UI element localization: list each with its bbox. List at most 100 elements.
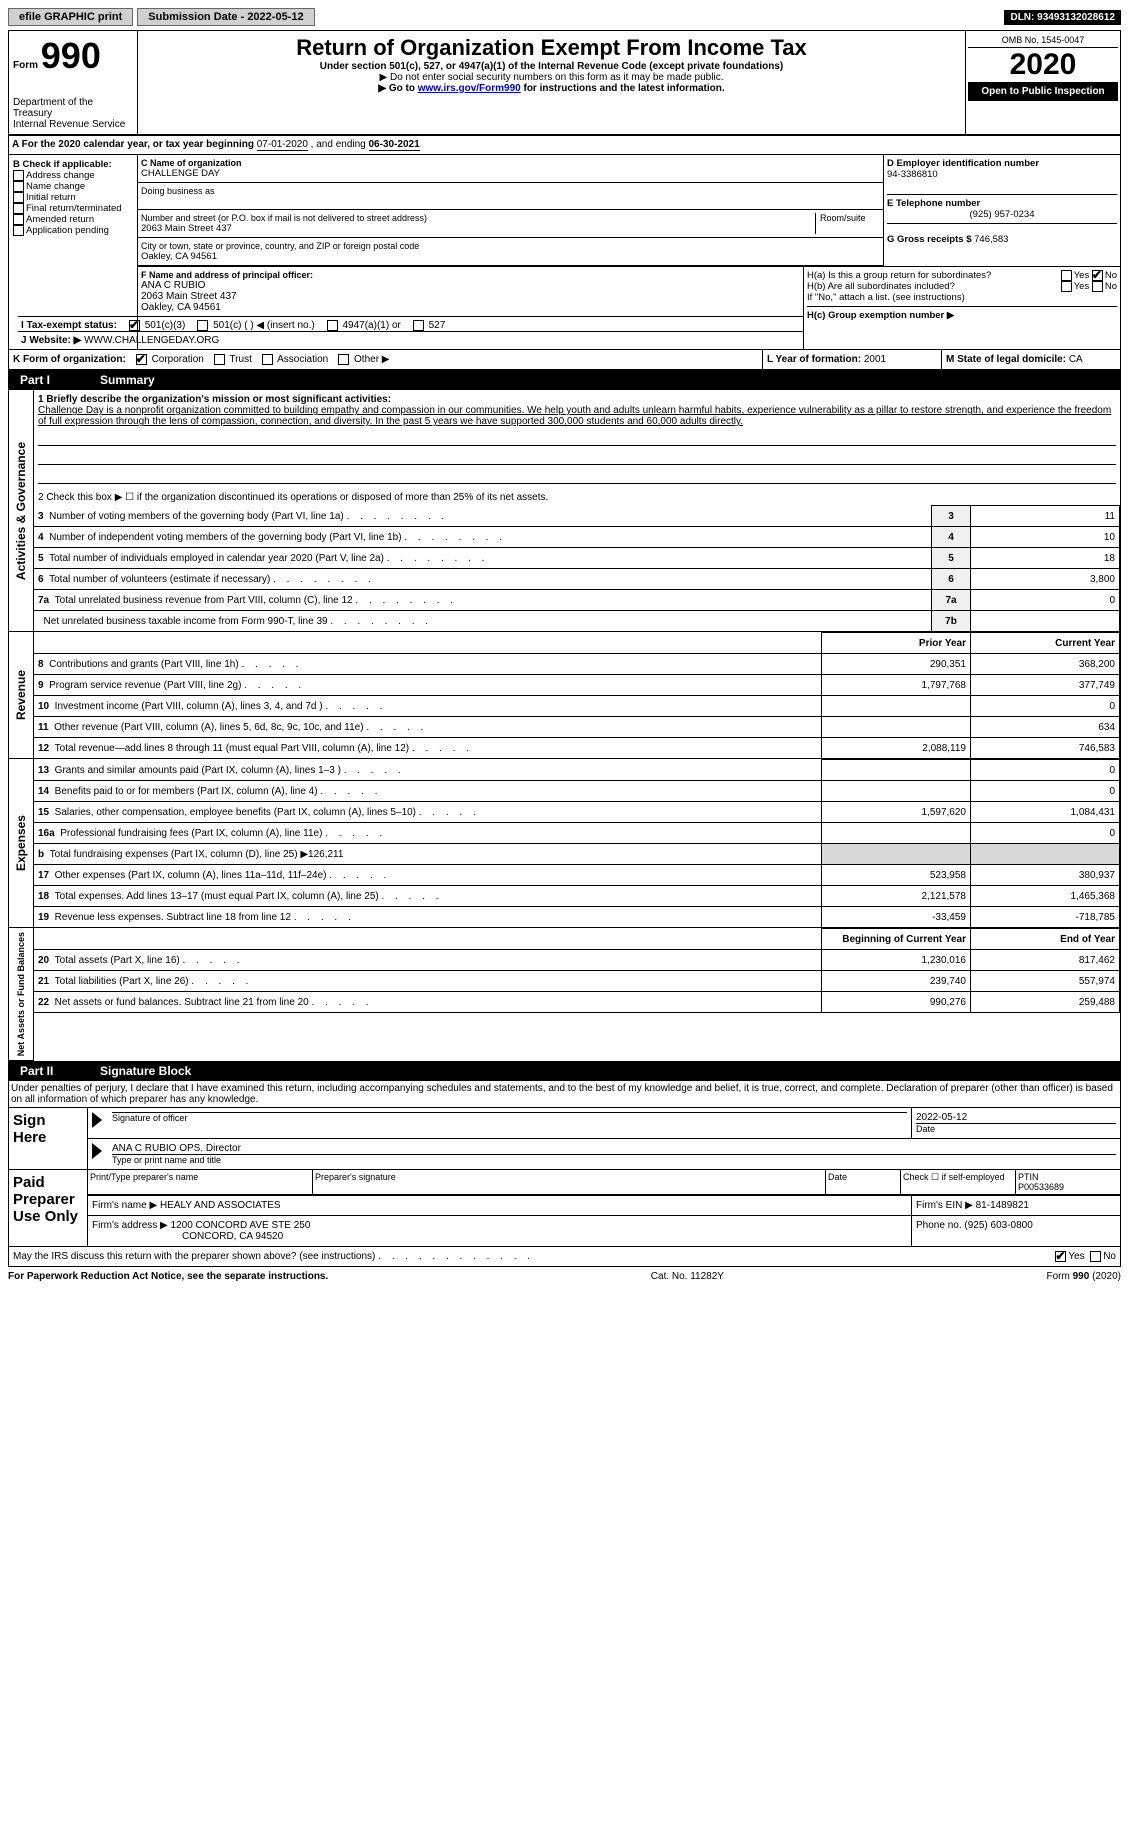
table-row: 4 Number of independent voting members o… — [34, 527, 1120, 548]
part-1-header: Part I Summary — [8, 370, 1121, 390]
website-label: J Website: ▶ — [21, 335, 81, 346]
topbar: efile GRAPHIC print Submission Date - 20… — [8, 8, 1121, 26]
chk-address-change[interactable] — [13, 170, 24, 181]
ptin-value: P00533689 — [1018, 1182, 1118, 1192]
chk-initial-return[interactable] — [13, 192, 24, 203]
chk-corp[interactable] — [136, 354, 147, 365]
table-row: Net unrelated business taxable income fr… — [34, 611, 1120, 632]
sig-arrow-icon-2 — [92, 1143, 102, 1159]
chk-discuss-yes[interactable] — [1055, 1251, 1066, 1262]
table-row: 16a Professional fundraising fees (Part … — [34, 823, 1120, 844]
chk-4947[interactable] — [327, 320, 338, 331]
chk-hb-no[interactable] — [1092, 281, 1103, 292]
phone-value: (925) 957-0234 — [887, 209, 1117, 220]
governance-table: 3 Number of voting members of the govern… — [34, 505, 1120, 632]
k-label: K Form of organization: — [13, 354, 126, 365]
prep-sig-label: Preparer's signature — [313, 1170, 826, 1195]
table-row: 8 Contributions and grants (Part VIII, l… — [34, 654, 1120, 675]
chk-other[interactable] — [338, 354, 349, 365]
addr-label: Number and street (or P.O. box if mail i… — [141, 213, 815, 223]
table-row: 18 Total expenses. Add lines 13–17 (must… — [34, 886, 1120, 907]
table-row: 13 Grants and similar amounts paid (Part… — [34, 760, 1120, 781]
part-2-label: Part II — [8, 1061, 92, 1081]
chk-app-pending[interactable] — [13, 225, 24, 236]
website-value: WWW.CHALLENGEDAY.ORG — [84, 335, 219, 346]
efile-button[interactable]: efile GRAPHIC print — [8, 8, 133, 26]
submission-date-label: Submission Date - 2022-05-12 — [137, 8, 314, 26]
page-footer: For Paperwork Reduction Act Notice, see … — [8, 1267, 1121, 1282]
row-a-pre: A For the 2020 calendar year, or tax yea… — [12, 139, 257, 150]
paid-preparer-label: Paid Preparer Use Only — [13, 1174, 83, 1225]
city-label: City or town, state or province, country… — [141, 241, 880, 251]
firm-phone-value: (925) 603-0800 — [964, 1220, 1032, 1231]
chk-501c3[interactable] — [129, 320, 140, 331]
form-header: Form 990 Department of the Treasury Inte… — [8, 30, 1121, 135]
vlabel-governance: Activities & Governance — [12, 438, 30, 584]
city-state-zip: Oakley, CA 94561 — [141, 251, 880, 262]
discuss-row: May the IRS discuss this return with the… — [8, 1247, 1121, 1267]
sig-arrow-icon — [92, 1112, 102, 1128]
expenses-table: 13 Grants and similar amounts paid (Part… — [34, 759, 1120, 928]
row-a-tax-year: A For the 2020 calendar year, or tax yea… — [8, 135, 1121, 154]
opt-assoc: Association — [277, 354, 328, 365]
discuss-label: May the IRS discuss this return with the… — [13, 1251, 375, 1262]
chk-amended[interactable] — [13, 214, 24, 225]
chk-name-change[interactable] — [13, 181, 24, 192]
vlabel-expenses: Expenses — [12, 811, 30, 875]
form990-link[interactable]: www.irs.gov/Form990 — [418, 83, 521, 94]
officer-label: F Name and address of principal officer: — [141, 270, 800, 280]
sign-here-label: Sign Here — [13, 1112, 83, 1146]
mission-text: Challenge Day is a nonprofit organizatio… — [38, 405, 1116, 427]
firm-phone-label: Phone no. — [916, 1220, 962, 1231]
prep-date-label: Date — [826, 1170, 901, 1195]
chk-527[interactable] — [413, 320, 424, 331]
hdr-end-year: End of Year — [971, 929, 1120, 950]
row-klm: K Form of organization: Corporation Trus… — [8, 349, 1121, 370]
officer-addr1: 2063 Main Street 437 — [141, 291, 800, 302]
prep-name-label: Print/Type preparer's name — [88, 1170, 313, 1195]
opt-app-pending: Application pending — [26, 225, 109, 236]
tax-year: 2020 — [968, 48, 1118, 82]
firm-name-value: HEALY AND ASSOCIATES — [160, 1200, 281, 1211]
cat-number: Cat. No. 11282Y — [651, 1271, 724, 1282]
firm-ein-value: 81-1489821 — [976, 1200, 1029, 1211]
table-row: 21 Total liabilities (Part X, line 26) .… — [34, 971, 1120, 992]
phone-label: E Telephone number — [887, 198, 1117, 209]
form-number: 990 — [41, 35, 101, 76]
part-1-label: Part I — [8, 370, 92, 390]
hdr-begin-year: Beginning of Current Year — [822, 929, 971, 950]
chk-ha-no[interactable] — [1092, 270, 1103, 281]
firm-name-label: Firm's name ▶ — [92, 1200, 157, 1211]
chk-ha-yes[interactable] — [1061, 270, 1072, 281]
chk-hb-yes[interactable] — [1061, 281, 1072, 292]
hb-no: No — [1105, 281, 1117, 292]
street-address: 2063 Main Street 437 — [141, 223, 815, 234]
ein-value: 94-3386810 — [887, 169, 1117, 180]
table-row: 19 Revenue less expenses. Subtract line … — [34, 907, 1120, 928]
chk-assoc[interactable] — [262, 354, 273, 365]
table-row: 22 Net assets or fund balances. Subtract… — [34, 992, 1120, 1013]
vlabel-net-assets: Net Assets or Fund Balances — [14, 928, 28, 1060]
ha-no: No — [1105, 270, 1117, 281]
l-label: L Year of formation: — [767, 354, 861, 365]
ptin-label: PTIN — [1018, 1172, 1118, 1182]
opt-address-change: Address change — [26, 170, 95, 181]
self-employed-label: Check ☐ if self-employed — [901, 1170, 1016, 1195]
chk-discuss-no[interactable] — [1090, 1251, 1101, 1262]
chk-trust[interactable] — [214, 354, 225, 365]
gross-receipts-label: G Gross receipts $ — [887, 234, 971, 245]
opt-initial-return: Initial return — [26, 192, 76, 203]
opt-501c: 501(c) ( ) ◀ (insert no.) — [213, 320, 315, 331]
part-1-title: Summary — [92, 370, 163, 390]
table-row: 14 Benefits paid to or for members (Part… — [34, 781, 1120, 802]
chk-final-return[interactable] — [13, 203, 24, 214]
form-title: Return of Organization Exempt From Incom… — [142, 35, 961, 61]
ha-yes: Yes — [1074, 270, 1090, 281]
chk-501c[interactable] — [197, 320, 208, 331]
box-b-title: B Check if applicable: — [13, 159, 133, 170]
dept-label: Department of the Treasury — [13, 97, 133, 119]
table-row: 11 Other revenue (Part VIII, column (A),… — [34, 717, 1120, 738]
hb-yes: Yes — [1074, 281, 1090, 292]
line1-label: 1 Briefly describe the organization's mi… — [38, 394, 1116, 405]
firm-addr-label: Firm's address ▶ — [92, 1220, 168, 1231]
